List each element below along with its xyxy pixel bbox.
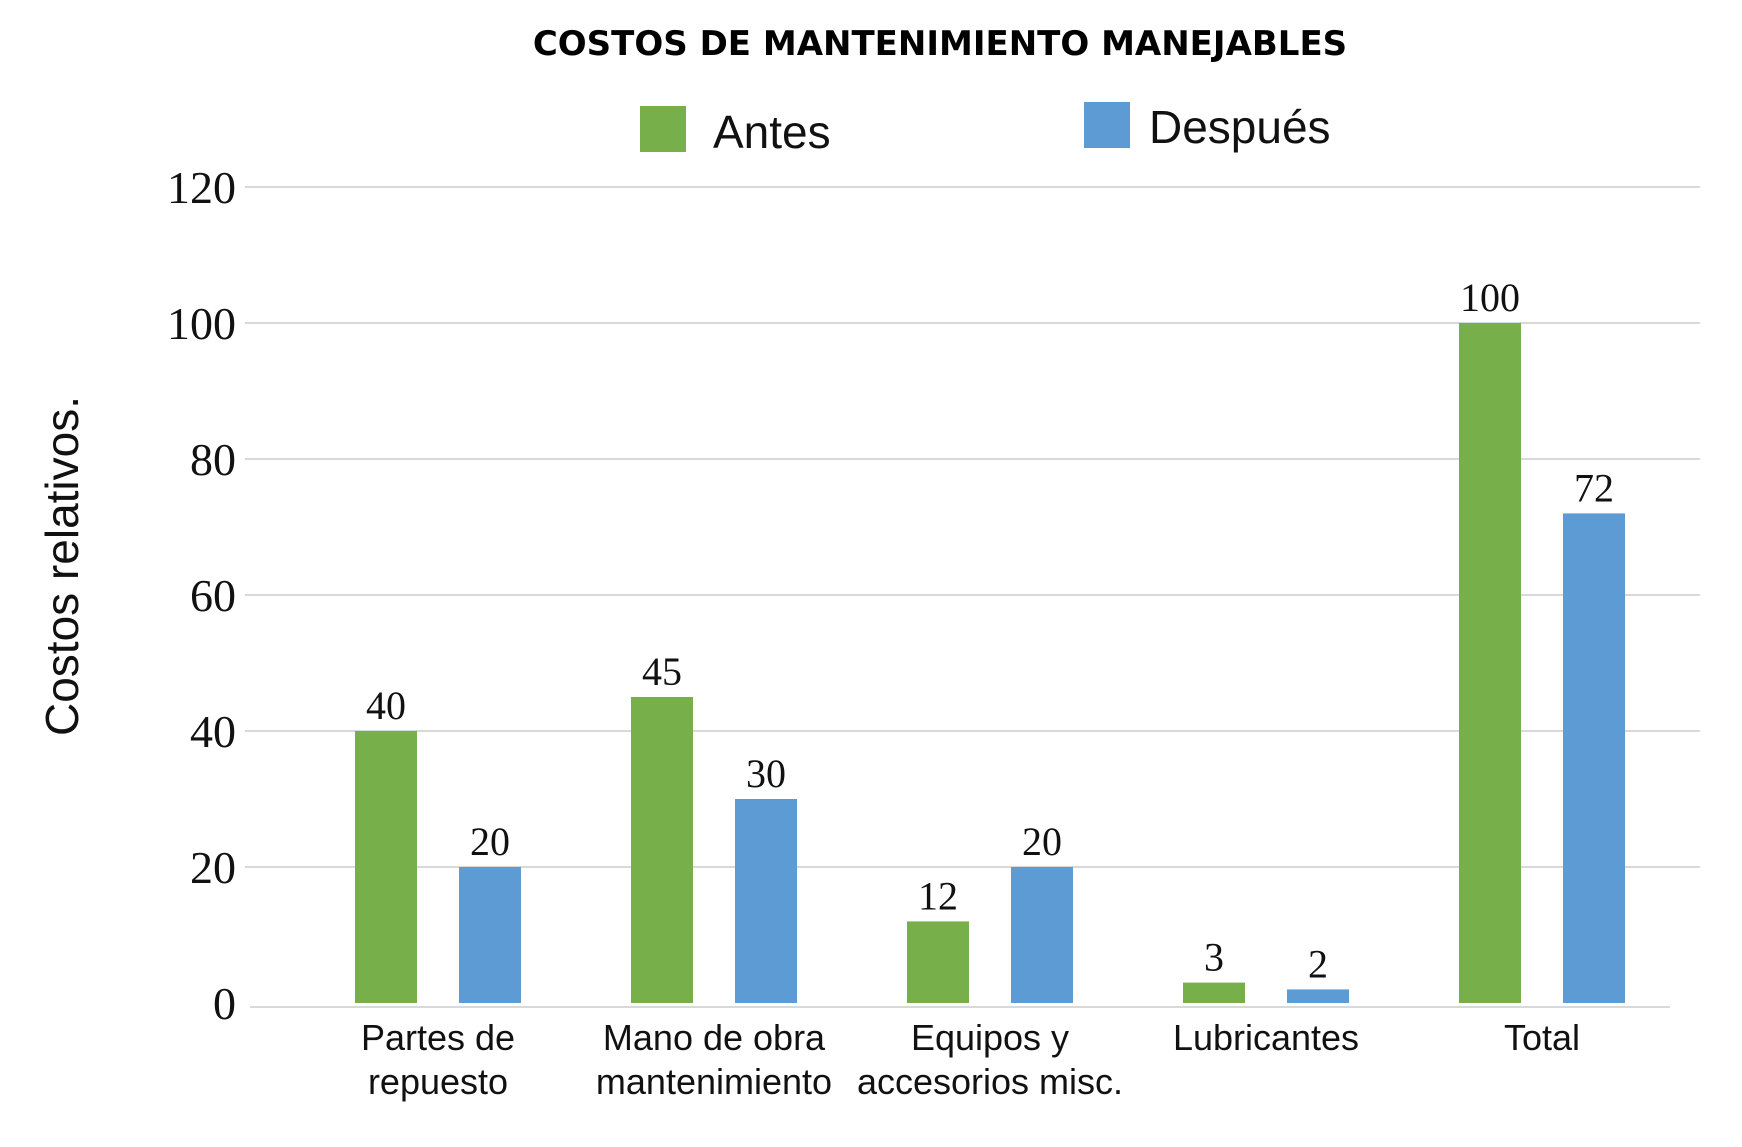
bar-antes bbox=[355, 731, 417, 1003]
x-tick-label: Mano de obra bbox=[603, 1017, 826, 1058]
data-label: 12 bbox=[918, 873, 958, 918]
legend-swatch-despues bbox=[1084, 102, 1130, 148]
y-axis-label: Costos relativos. bbox=[36, 396, 88, 736]
bar-antes bbox=[907, 921, 969, 1003]
x-tick-label: repuesto bbox=[368, 1061, 508, 1102]
x-tick-label: Total bbox=[1504, 1017, 1580, 1058]
x-tick-label: Partes de bbox=[361, 1017, 515, 1058]
data-label: 20 bbox=[470, 819, 510, 864]
data-label: 100 bbox=[1460, 275, 1520, 320]
x-tick-label: mantenimiento bbox=[596, 1061, 832, 1102]
y-tick-label: 100 bbox=[167, 298, 236, 349]
bar-despues bbox=[1287, 989, 1349, 1003]
bar-antes bbox=[631, 697, 693, 1003]
bars bbox=[355, 323, 1625, 1003]
data-label: 20 bbox=[1022, 819, 1062, 864]
bar-despues bbox=[1011, 867, 1073, 1003]
gridlines bbox=[245, 186, 1700, 868]
x-tick-label: Equipos y bbox=[911, 1017, 1069, 1058]
y-tick-label: 60 bbox=[190, 570, 236, 621]
data-label: 72 bbox=[1574, 465, 1614, 510]
chart-title: COSTOS DE MANTENIMIENTO MANEJABLES bbox=[533, 24, 1347, 64]
bar-antes bbox=[1183, 982, 1245, 1003]
y-tick-label: 40 bbox=[190, 706, 236, 757]
y-tick-label: 120 bbox=[167, 162, 236, 213]
y-tick-label: 80 bbox=[190, 434, 236, 485]
x-tick-label: Lubricantes bbox=[1173, 1017, 1359, 1058]
bar-antes bbox=[1459, 323, 1521, 1003]
data-label: 30 bbox=[746, 751, 786, 796]
x-tick-label: accesorios misc. bbox=[857, 1061, 1123, 1102]
y-tick-label: 0 bbox=[213, 978, 236, 1029]
data-labels: 40 20 45 30 12 20 3 2 100 72 bbox=[366, 275, 1614, 986]
data-label: 2 bbox=[1308, 941, 1328, 986]
bar-despues bbox=[1563, 513, 1625, 1003]
data-label: 3 bbox=[1204, 935, 1224, 980]
y-axis-ticks: 0 20 40 60 80 100 120 bbox=[167, 162, 236, 1029]
legend-label-antes: Antes bbox=[713, 106, 831, 158]
legend-label-despues: Después bbox=[1149, 101, 1331, 153]
legend-swatch-antes bbox=[640, 106, 686, 152]
y-tick-label: 20 bbox=[190, 842, 236, 893]
bar-despues bbox=[459, 867, 521, 1003]
data-label: 45 bbox=[642, 649, 682, 694]
bar-despues bbox=[735, 799, 797, 1003]
legend: Antes Después bbox=[640, 101, 1331, 158]
data-label: 40 bbox=[366, 683, 406, 728]
